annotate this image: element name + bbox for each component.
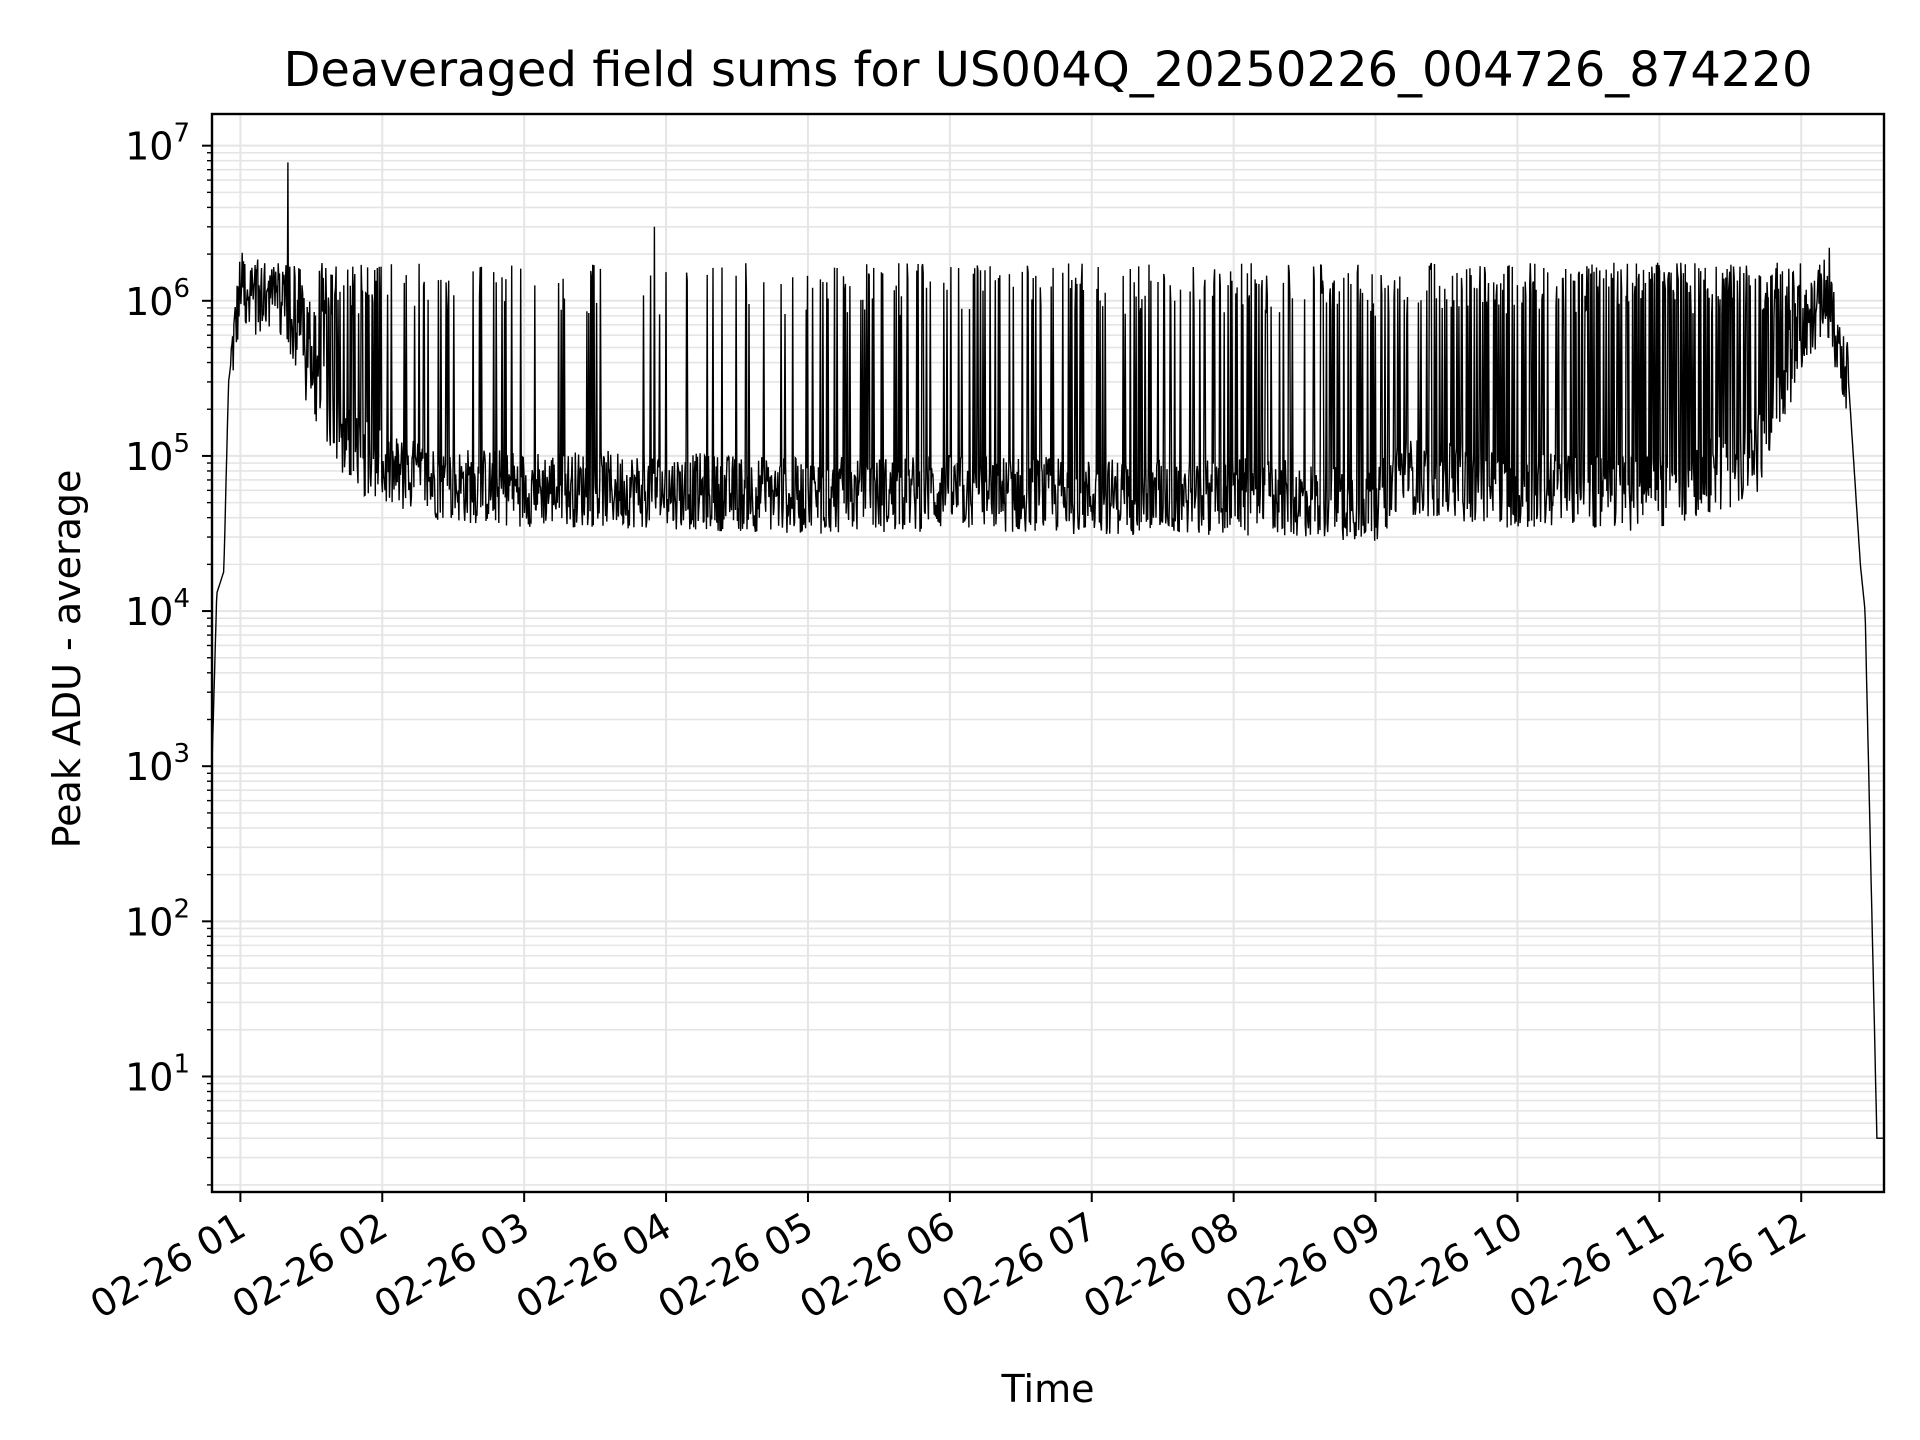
y-tick-base: 10 bbox=[125, 1055, 173, 1099]
y-tick-label: 107 bbox=[125, 119, 190, 169]
y-tick-label: 105 bbox=[125, 429, 190, 479]
y-tick-exponent: 3 bbox=[173, 739, 190, 769]
plot-frame bbox=[210, 112, 1886, 1194]
y-tick-label: 102 bbox=[125, 894, 190, 944]
y-tick-exponent: 2 bbox=[173, 894, 190, 924]
grid bbox=[212, 114, 1884, 1192]
y-tick-label: 101 bbox=[125, 1049, 190, 1099]
y-tick-base: 10 bbox=[125, 280, 173, 324]
y-tick-exponent: 1 bbox=[173, 1049, 190, 1079]
y-tick-exponent: 6 bbox=[173, 274, 190, 304]
y-tick-base: 10 bbox=[125, 745, 173, 789]
y-tick-label: 103 bbox=[125, 739, 190, 789]
series-line bbox=[212, 162, 1884, 1139]
y-tick-label: 104 bbox=[125, 584, 190, 634]
series-layer bbox=[212, 162, 1884, 1139]
y-tick-exponent: 7 bbox=[173, 119, 190, 149]
y-axis-label: Peak ADU - average bbox=[45, 470, 89, 849]
y-tick-base: 10 bbox=[125, 435, 173, 479]
y-tick-base: 10 bbox=[125, 125, 173, 169]
y-tick-exponent: 5 bbox=[173, 429, 190, 459]
y-tick-label: 106 bbox=[125, 274, 190, 324]
chart-title: Deaveraged field sums for US004Q_2025022… bbox=[283, 42, 1812, 98]
y-tick-base: 10 bbox=[125, 590, 173, 634]
y-tick-base: 10 bbox=[125, 900, 173, 944]
y-tick-exponent: 4 bbox=[173, 584, 190, 614]
x-axis-label: Time bbox=[1001, 1367, 1095, 1411]
